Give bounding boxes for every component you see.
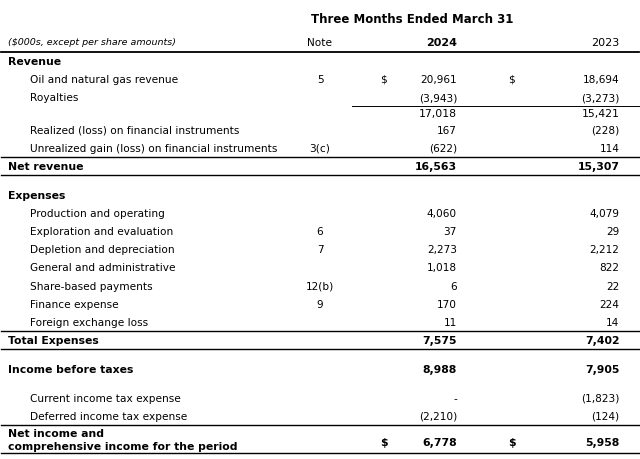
Text: (2,210): (2,210): [419, 411, 457, 421]
Text: 16,563: 16,563: [415, 162, 457, 172]
Text: Deferred income tax expense: Deferred income tax expense: [30, 411, 188, 421]
Text: 3(c): 3(c): [310, 144, 330, 153]
Text: Revenue: Revenue: [8, 56, 61, 67]
Text: 15,307: 15,307: [577, 162, 620, 172]
Text: $: $: [508, 437, 516, 447]
Text: 6: 6: [317, 227, 323, 236]
Text: 18,694: 18,694: [583, 75, 620, 84]
Text: 7: 7: [317, 245, 323, 255]
Text: Share-based payments: Share-based payments: [30, 281, 153, 291]
Text: (1,823): (1,823): [581, 393, 620, 403]
Text: Royalties: Royalties: [30, 93, 79, 103]
Text: (622): (622): [429, 144, 457, 153]
Text: 822: 822: [600, 263, 620, 273]
Text: Income before taxes: Income before taxes: [8, 364, 133, 374]
Text: Expenses: Expenses: [8, 190, 65, 200]
Text: Note: Note: [307, 38, 333, 48]
Text: 12(b): 12(b): [306, 281, 334, 291]
Text: 170: 170: [437, 299, 457, 309]
Text: 5: 5: [317, 75, 323, 84]
Text: General and administrative: General and administrative: [30, 263, 175, 273]
Text: $: $: [381, 75, 387, 84]
Text: 114: 114: [600, 144, 620, 153]
Text: 7,575: 7,575: [422, 336, 457, 346]
Text: 5,958: 5,958: [585, 437, 620, 447]
Text: 6,778: 6,778: [422, 437, 457, 447]
Text: (3,273): (3,273): [581, 93, 620, 103]
Text: Finance expense: Finance expense: [30, 299, 118, 309]
Text: 7,905: 7,905: [585, 364, 620, 374]
Text: $: $: [508, 75, 515, 84]
Text: 22: 22: [606, 281, 620, 291]
Text: Unrealized gain (loss) on financial instruments: Unrealized gain (loss) on financial inst…: [30, 144, 277, 153]
Text: 7,402: 7,402: [585, 336, 620, 346]
Text: Total Expenses: Total Expenses: [8, 336, 99, 346]
Text: 11: 11: [444, 317, 457, 327]
Text: (3,943): (3,943): [419, 93, 457, 103]
Text: ($000s, except per share amounts): ($000s, except per share amounts): [8, 38, 176, 47]
Text: (228): (228): [591, 125, 620, 135]
Text: 4,079: 4,079: [589, 208, 620, 218]
Text: 15,421: 15,421: [582, 109, 620, 119]
Text: Oil and natural gas revenue: Oil and natural gas revenue: [30, 75, 178, 84]
Text: Realized (loss) on financial instruments: Realized (loss) on financial instruments: [30, 125, 239, 135]
Text: 37: 37: [444, 227, 457, 236]
Text: 167: 167: [437, 125, 457, 135]
Text: Exploration and evaluation: Exploration and evaluation: [30, 227, 173, 236]
Text: Foreign exchange loss: Foreign exchange loss: [30, 317, 148, 327]
Text: Net income and
comprehensive income for the period: Net income and comprehensive income for …: [8, 428, 237, 451]
Text: Production and operating: Production and operating: [30, 208, 165, 218]
Text: Net revenue: Net revenue: [8, 162, 83, 172]
Text: 6: 6: [451, 281, 457, 291]
Text: 2023: 2023: [591, 38, 620, 48]
Text: 4,060: 4,060: [427, 208, 457, 218]
Text: -: -: [453, 393, 457, 403]
Text: 1,018: 1,018: [427, 263, 457, 273]
Text: 224: 224: [600, 299, 620, 309]
Text: 17,018: 17,018: [419, 109, 457, 119]
Text: 14: 14: [606, 317, 620, 327]
Text: 29: 29: [606, 227, 620, 236]
Text: Three Months Ended March 31: Three Months Ended March 31: [311, 13, 513, 26]
Text: 20,961: 20,961: [420, 75, 457, 84]
Text: $: $: [381, 437, 388, 447]
Text: Depletion and depreciation: Depletion and depreciation: [30, 245, 175, 255]
Text: 9: 9: [317, 299, 323, 309]
Text: 8,988: 8,988: [423, 364, 457, 374]
Text: 2024: 2024: [426, 38, 457, 48]
Text: 2,273: 2,273: [427, 245, 457, 255]
Text: 2,212: 2,212: [589, 245, 620, 255]
Text: Current income tax expense: Current income tax expense: [30, 393, 181, 403]
Text: (124): (124): [591, 411, 620, 421]
